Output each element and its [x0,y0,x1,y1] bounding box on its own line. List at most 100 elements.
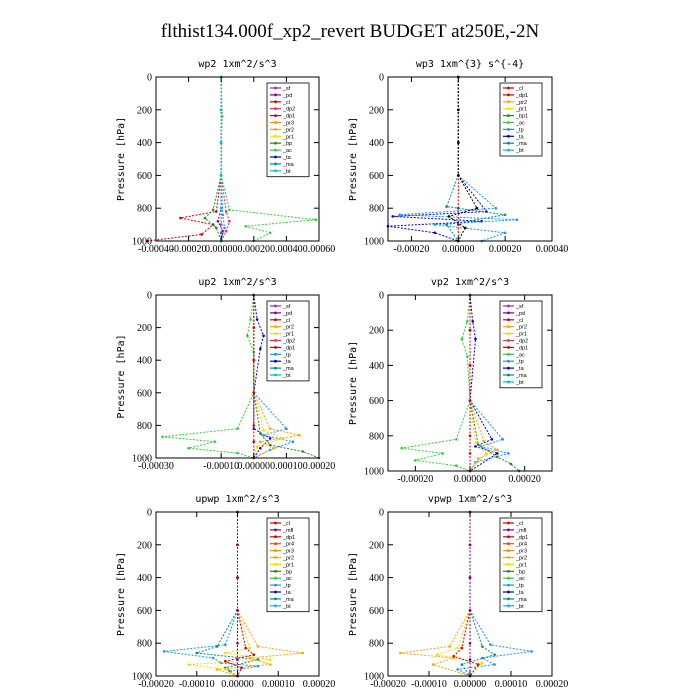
data-point [146,239,150,243]
legend-label: _pr3 [282,549,294,555]
y-tick-label: 0 [147,73,152,84]
data-point [455,464,458,468]
data-point [503,231,507,235]
panel-title: wp2 1xm^2/s^3 [198,59,276,70]
legend-marker [507,332,510,335]
legend-marker [507,366,510,370]
data-point [398,213,402,217]
legend-label: _sf [515,304,524,310]
y-tick-label: 1000 [364,672,384,683]
x-tick-label: -0.00010 [411,679,447,690]
data-point [281,437,285,440]
data-point [496,448,499,452]
data-point [236,576,239,579]
y-axis-label: Pressure [hPa] [348,117,359,201]
data-point [433,223,437,226]
legend-label: _dp1 [515,93,528,99]
data-point [224,668,227,671]
y-tick-label: 1000 [132,237,152,248]
data-point [481,645,484,648]
panel-3: up2 1xm^2/s^3 Pressure [hPa] 0 200 400 600 800… [116,277,335,472]
legend-label: _ma [282,162,295,168]
y-tick-label: 200 [369,105,384,116]
y-tick-label: 0 [147,508,152,519]
legend-marker [507,93,510,97]
x-tick-label: 0.00010 [262,679,295,690]
data-point [259,347,262,351]
data-point [445,223,448,226]
legend-marker [507,542,510,546]
x-tick-label: 0.00000 [442,244,475,255]
data-point [468,641,472,645]
data-point [179,216,182,220]
legend-label: _tp [515,359,524,365]
series-line-dp2 [220,77,230,242]
legend-label: _pd [282,93,292,99]
y-tick-label: 600 [137,171,152,182]
legend-label: _ta [282,359,292,365]
data-point [468,434,472,438]
legend-label: _ta [515,366,525,372]
data-point [474,445,477,448]
data-point [455,438,458,441]
data-point [447,215,451,218]
data-point [471,320,475,323]
data-point [431,663,435,666]
data-point [228,220,231,223]
legend-marker [274,155,277,159]
legend-label: _dp2 [282,339,295,345]
data-point [248,646,251,650]
data-point [219,206,223,210]
legend-marker [507,583,510,587]
legend-marker [274,576,277,580]
data-point [252,424,256,427]
data-point [441,452,445,455]
panel-title: upwp 1xm^2/s^3 [195,494,279,505]
data-point [223,226,226,230]
legend-label: _bt [515,148,524,154]
legend-marker [274,542,277,546]
data-point [452,655,455,658]
data-point [236,451,239,455]
x-tick-label: 0.00000 [238,461,271,472]
legend-label: _ma [282,366,295,372]
legend-marker [507,339,510,342]
data-point [187,663,190,666]
series-line-dp1 [401,294,471,472]
x-tick-label: 0.00000 [205,244,238,255]
legend-marker [274,304,277,308]
legend-label: _pr1 [282,562,294,568]
x-tick-label: 0.00020 [489,244,522,255]
data-point [268,427,272,431]
y-axis-label: Pressure [hPa] [116,552,127,636]
legend-marker [507,148,510,152]
data-point [248,656,251,660]
x-tick-label: -0.00010 [179,679,215,690]
data-point [195,651,199,655]
series-line-dp1 [223,512,255,677]
legend-label: _tp [282,583,291,589]
panel-2: wp3 1xm^{3} s^{-4} Pressure [hPa] 0 200 400 6… [348,59,568,255]
data-point [255,318,259,321]
legend-marker [274,569,277,573]
legend-label: _ma [515,141,528,147]
legend-label: _mfl [515,528,526,534]
data-point [435,653,439,656]
legend-marker [274,141,277,145]
data-point [246,334,249,338]
data-point [503,213,507,217]
data-point [301,450,305,453]
x-tick-label: 0.00040 [536,244,569,255]
legend-label: _ma [515,597,528,603]
data-point [268,443,272,447]
data-point [291,440,295,444]
panel-5: upwp 1xm^2/s^3 Pressure [hPa] 0 200 400 600 80… [116,494,335,690]
data-point [252,653,256,656]
legend-marker [507,100,510,104]
data-point [448,645,451,648]
data-point [200,233,203,236]
data-point [252,391,256,395]
x-tick-label: -0.00040 [138,244,174,255]
legend-marker [274,549,277,552]
